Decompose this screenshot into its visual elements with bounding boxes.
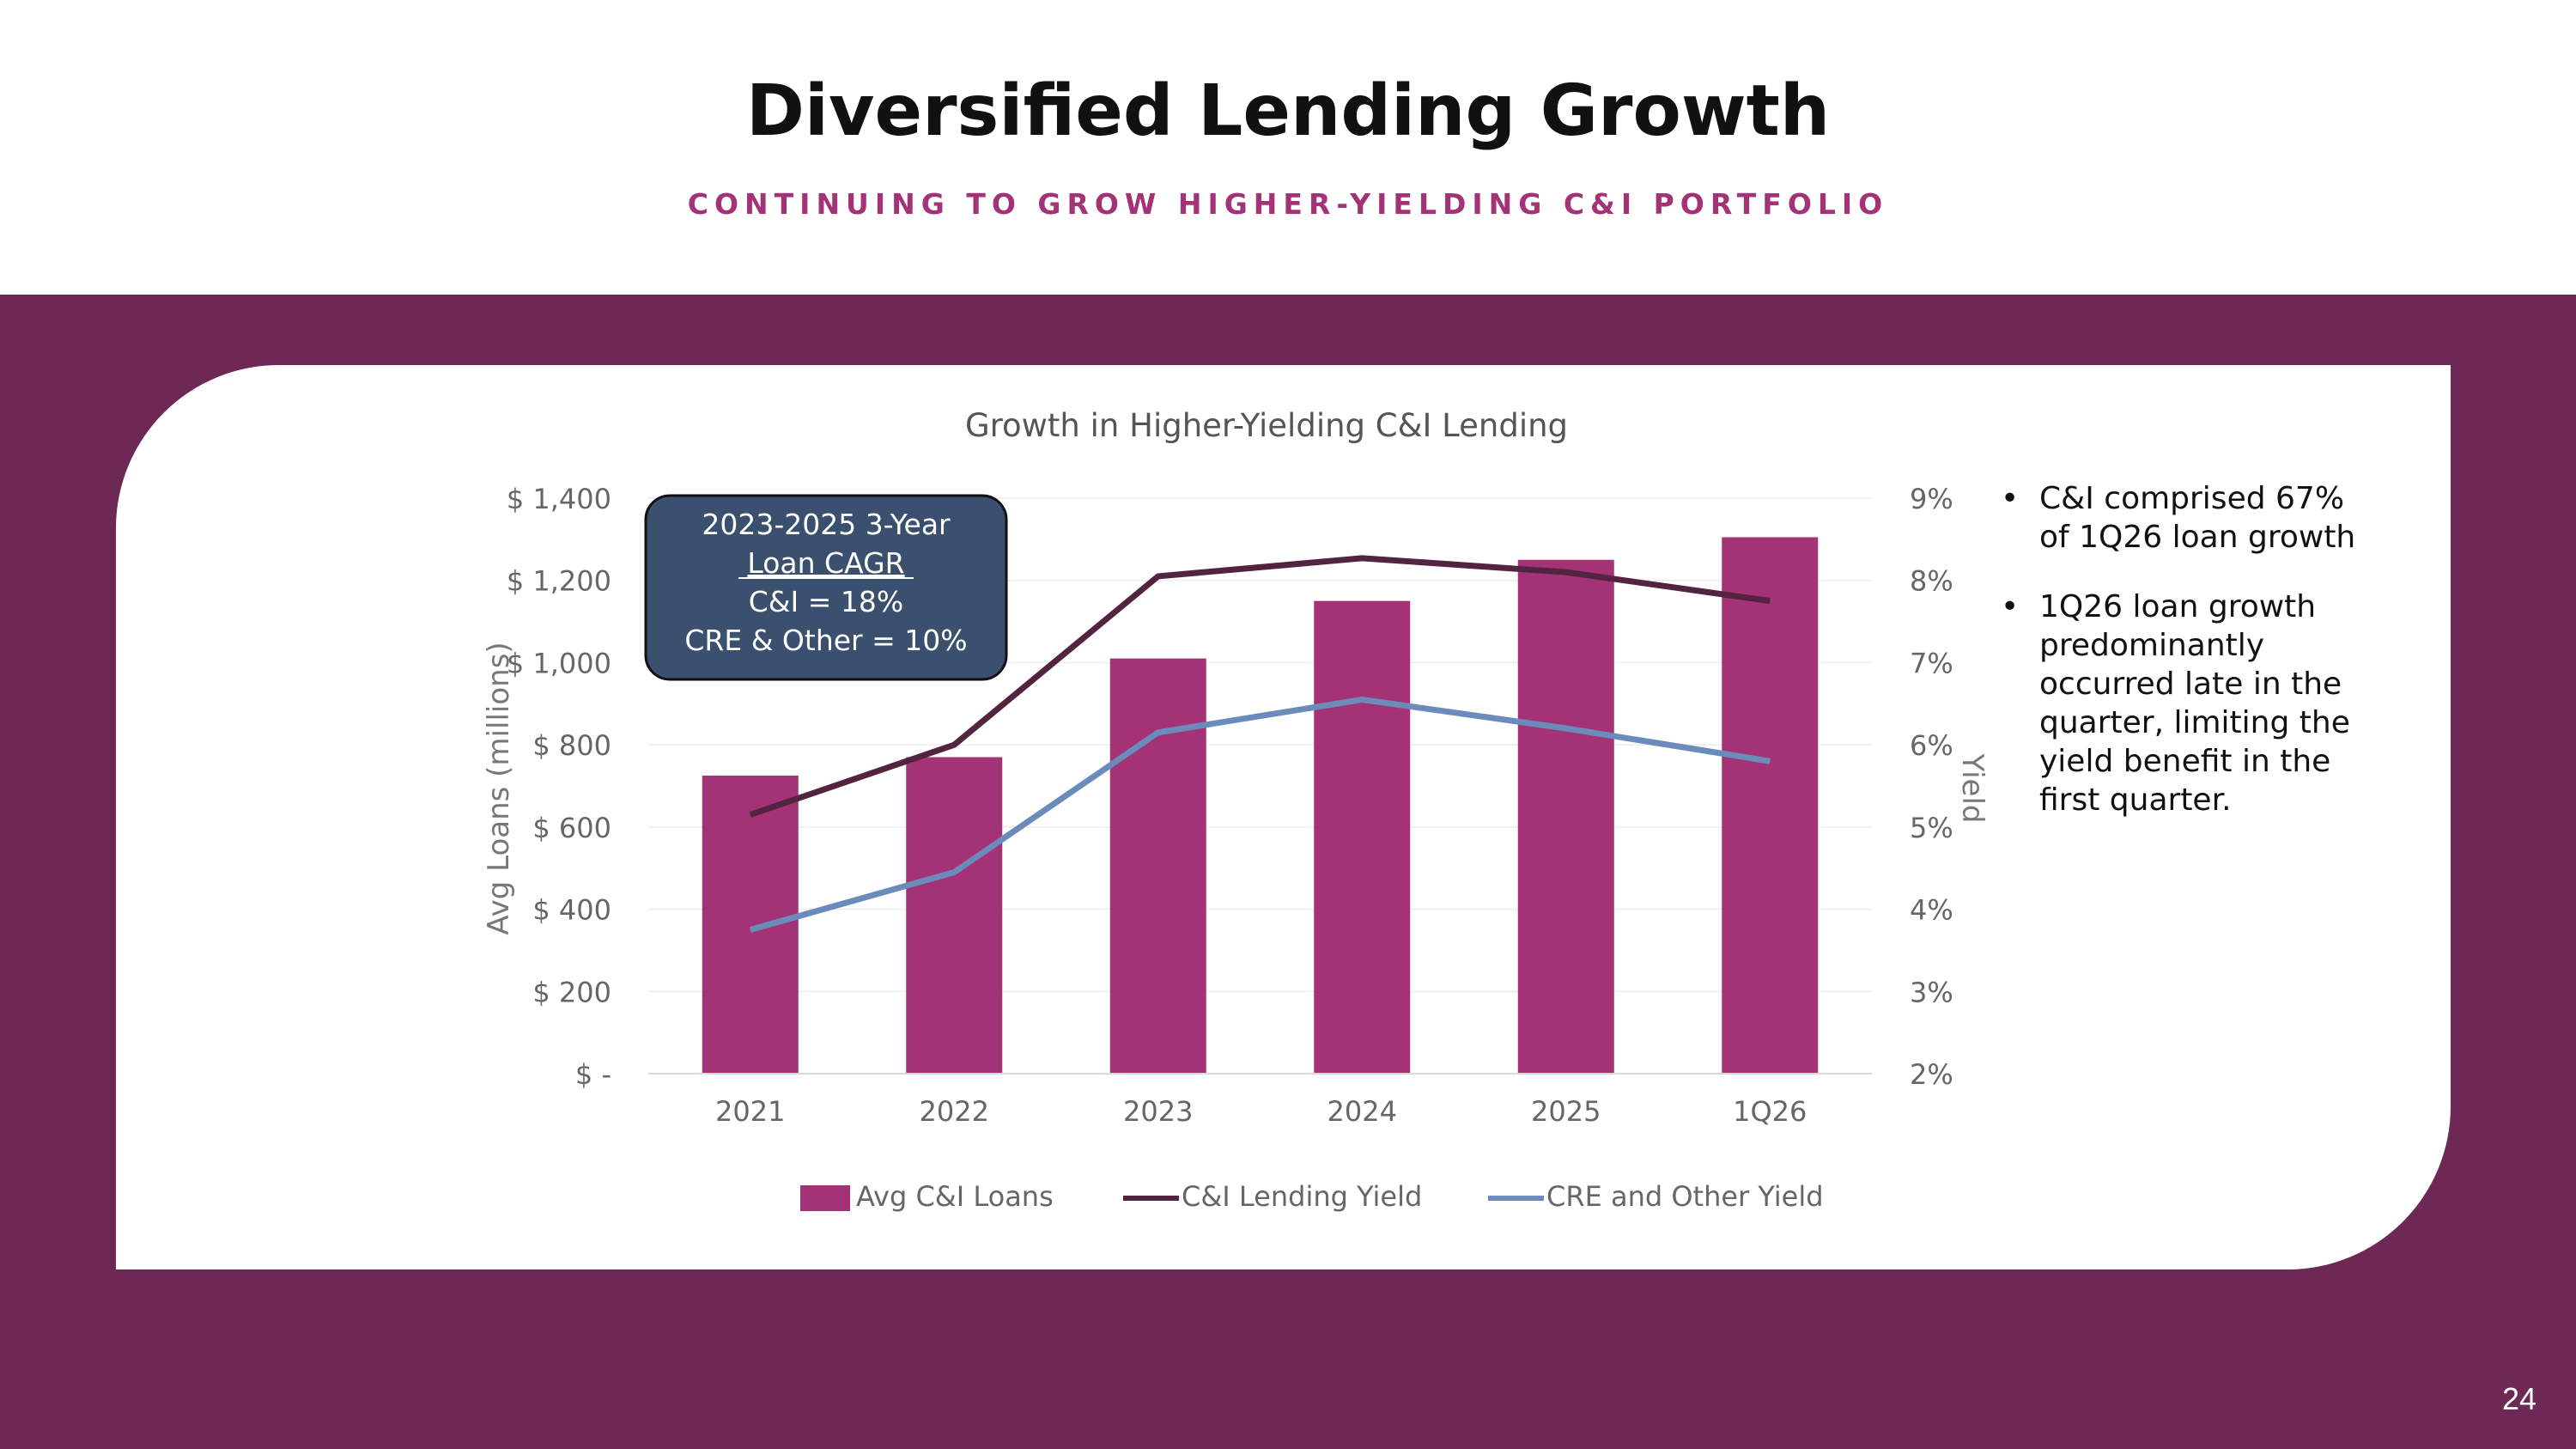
bar-2021 bbox=[702, 776, 799, 1074]
chart-legend: Avg C&I Loans C&I Lending Yield CRE and … bbox=[800, 1180, 1824, 1213]
y2-tick-label: 7% bbox=[1910, 647, 1953, 679]
cagr-callout: 2023-2025 3-Year Loan CAGR C&I = 18% CRE… bbox=[644, 494, 1008, 681]
key-point: 1Q26 loan growth predominantly occurred … bbox=[2001, 588, 2379, 819]
x-tick-label: 2025 bbox=[1531, 1095, 1601, 1128]
y2-tick-label: 4% bbox=[1910, 894, 1953, 927]
bar-1q26 bbox=[1722, 537, 1819, 1074]
y-tick-label: $ 200 bbox=[532, 976, 611, 1008]
bar-2024 bbox=[1314, 600, 1411, 1074]
y2-tick-label: 6% bbox=[1910, 729, 1953, 762]
y-axis-label: Avg Loans (millions) bbox=[482, 642, 516, 935]
x-tick-label: 1Q26 bbox=[1733, 1095, 1807, 1128]
bar-2022 bbox=[906, 757, 1003, 1074]
y-tick-label: $ 1,000 bbox=[507, 647, 611, 679]
y2-tick-label: 5% bbox=[1910, 812, 1953, 844]
x-tick-label: 2022 bbox=[920, 1095, 989, 1128]
y2-tick-label: 2% bbox=[1910, 1058, 1953, 1091]
y-tick-label: $ 1,400 bbox=[507, 483, 611, 515]
x-tick-label: 2024 bbox=[1327, 1095, 1397, 1128]
y-tick-label: $ 600 bbox=[532, 812, 611, 844]
y-tick-label: $ 1,200 bbox=[507, 565, 611, 598]
cre-other-yield-line bbox=[749, 697, 1771, 933]
y-tick-label: $ - bbox=[575, 1058, 611, 1091]
y2-tick-label: 8% bbox=[1910, 565, 1953, 598]
slide-title: Diversified Lending Growth bbox=[745, 70, 1831, 152]
callout-box bbox=[644, 494, 1008, 681]
chart-bars bbox=[702, 537, 1819, 1074]
bar-2025 bbox=[1517, 559, 1614, 1074]
chart-title: Growth in Higher-Yielding C&I Lending bbox=[965, 407, 1568, 444]
x-axis-ticks: 2021 2022 2023 2024 2025 1Q26 bbox=[715, 1095, 1807, 1128]
key-points: C&I comprised 67% of 1Q26 loan growth 1Q… bbox=[2001, 479, 2379, 850]
callout-line-3: C&I = 18% bbox=[749, 585, 904, 618]
y-tick-label: $ 800 bbox=[532, 729, 611, 762]
slide-subtitle: CONTINUING TO GROW HIGHER-YIELDING C&I P… bbox=[687, 187, 1889, 221]
x-tick-label: 2021 bbox=[715, 1095, 785, 1128]
key-point: C&I comprised 67% of 1Q26 loan growth bbox=[2001, 479, 2379, 557]
page-number: 24 bbox=[2501, 1381, 2537, 1416]
bar-2023 bbox=[1109, 658, 1206, 1074]
legend-label-cre-yield: CRE and Other Yield bbox=[1546, 1180, 1824, 1213]
legend-label-ci-yield: C&I Lending Yield bbox=[1182, 1180, 1422, 1213]
y2-tick-label: 9% bbox=[1910, 483, 1953, 515]
legend-swatch-bar bbox=[800, 1185, 850, 1211]
ci-lending-yield-line bbox=[749, 555, 1771, 818]
callout-line-4: CRE & Other = 10% bbox=[684, 624, 967, 657]
chart-lines bbox=[749, 555, 1771, 933]
y-axis-ticks: $ - $ 200 $ 400 $ 600 $ 800 $ 1,000 $ 1,200 $ 1… bbox=[507, 483, 611, 1091]
callout-line-1: 2023-2025 3-Year bbox=[702, 508, 951, 541]
callout-line-2: Loan CAGR bbox=[747, 546, 904, 580]
y-tick-label: $ 400 bbox=[532, 894, 611, 927]
y2-axis-ticks: 2% 3% 4% 5% 6% 7% 8% 9% bbox=[1910, 483, 1953, 1091]
legend-label-bar: Avg C&I Loans bbox=[856, 1180, 1054, 1213]
x-tick-label: 2023 bbox=[1123, 1095, 1193, 1128]
y2-tick-label: 3% bbox=[1910, 976, 1953, 1008]
y2-axis-label: Yield bbox=[1955, 753, 1990, 824]
